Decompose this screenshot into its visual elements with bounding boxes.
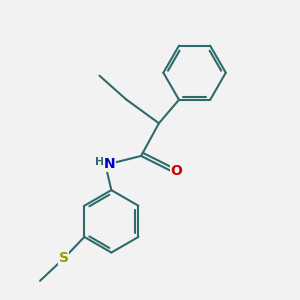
Text: H: H [95, 158, 105, 167]
Text: O: O [170, 164, 182, 178]
Text: N: N [104, 157, 116, 171]
Text: S: S [59, 251, 69, 266]
